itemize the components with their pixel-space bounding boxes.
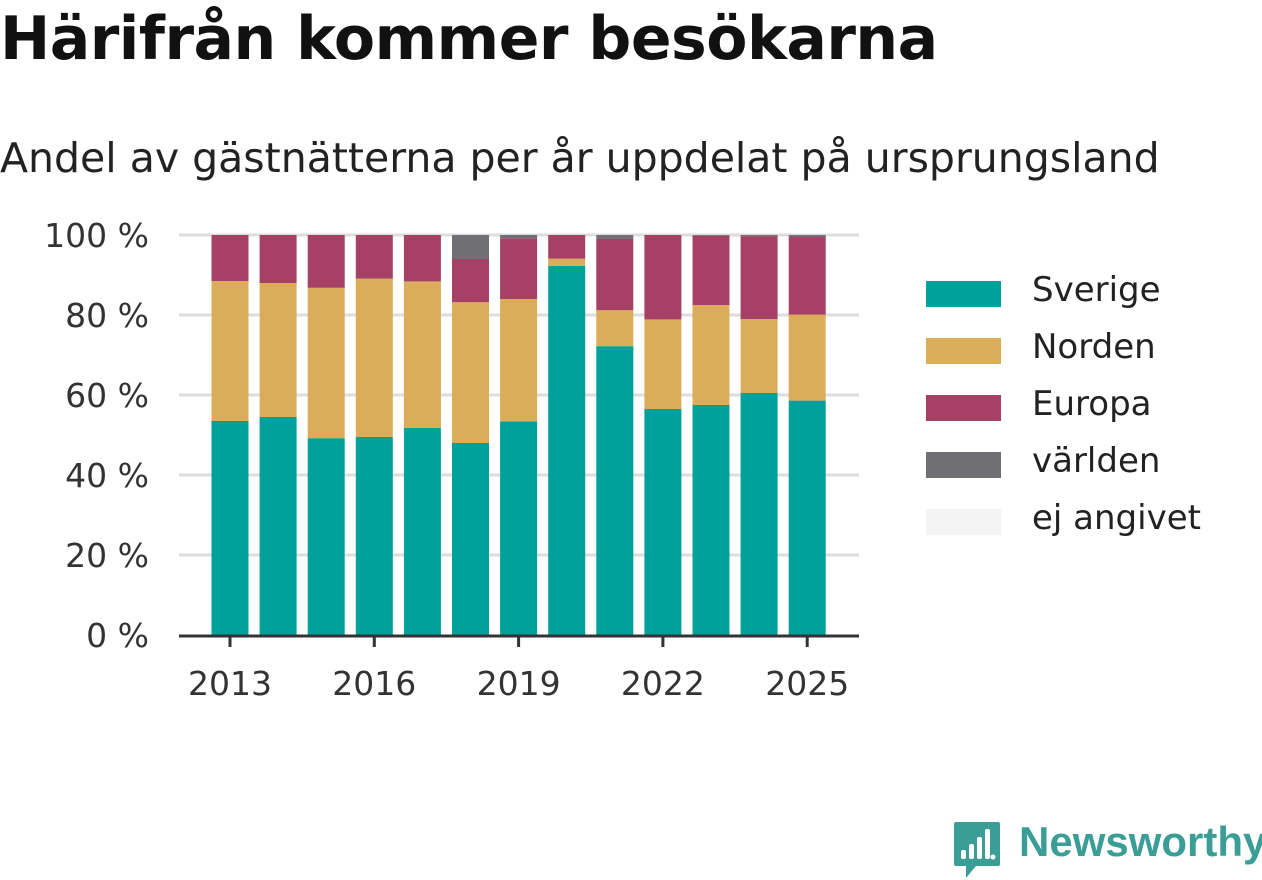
y-tick-label: 20 % [65,536,149,575]
bar-segment-sverige [355,437,393,635]
bar-segment-sverige [452,443,489,635]
bar-stack-2022 [644,235,682,635]
bar-segment-europa [740,236,778,319]
bar-segment-europa [644,235,682,320]
legend-swatch [926,395,1001,421]
bar-segment-europa [259,235,297,283]
bar-segment-sverige [307,438,345,635]
bar-segment-sverige [211,421,249,635]
legend-swatch [926,281,1001,307]
bar-segment-sverige [692,405,730,635]
bar-segment-v-rlden [692,235,730,236]
bar-segment-sverige [644,409,682,635]
bar-stack-2020 [548,235,586,635]
bar-segment-norden [211,281,249,421]
bar-stacks [211,235,826,635]
bar-segment-europa [355,235,393,279]
x-tick-label: 2013 [188,664,272,703]
x-tick-label: 2019 [477,664,561,703]
bar-segment-norden [355,278,393,437]
bar-segment-sverige [500,421,538,635]
bar-segment-europa [307,235,345,288]
x-tick-label: 2022 [621,664,705,703]
bar-stack-2021 [596,235,634,635]
x-tick-label: 2016 [332,664,416,703]
bar-segment-sverige [740,393,778,635]
y-tick-label: 60 % [65,376,149,415]
bar-segment-v-rlden [788,235,826,237]
bar-stack-2024 [740,235,778,635]
bar-segment-europa [500,238,538,299]
bar-segment-europa [548,235,586,259]
y-tick-label: 40 % [65,456,149,495]
bar-segment-europa [692,235,730,305]
y-tick-label: 100 % [44,216,149,255]
bar-segment-sverige [548,265,586,635]
bar-segment-sverige [788,400,826,635]
legend-label: ej angivet [1032,498,1201,538]
bar-segment-norden [452,302,489,443]
bar-segment-v-rlden [500,235,538,239]
bar-stack-2018 [452,235,489,635]
brand-name: Newsworthy [1019,818,1262,865]
bar-segment-europa [211,235,249,281]
legend-swatch [926,509,1001,535]
legend-swatch [926,452,1001,478]
bar-segment-europa [788,237,826,315]
axes: 0 % 20 % 40 % 60 % 80 % 100 % 2013 2016 2019 2022… [44,216,859,703]
y-tick-label: 0 % [86,616,149,655]
bar-segment-sverige [259,417,297,635]
bar-segment-norden [692,305,730,405]
newsworthy-logo-icon [954,822,1000,878]
bar-segment-v-rlden [596,235,634,239]
bar-segment-v-rlden [740,235,778,237]
bar-segment-v-rlden [452,235,489,259]
x-tick-label: 2025 [765,664,849,703]
bar-stack-2025 [788,235,826,635]
chart-title: Härifrån kommer besökarna [0,4,938,74]
bar-stack-2023 [692,235,730,635]
bar-stack-2013 [211,235,249,635]
bar-segment-europa [403,235,441,282]
bar-stack-2014 [259,235,297,635]
bar-segment-norden [548,258,586,266]
bar-segment-sverige [403,427,441,635]
bar-segment-norden [740,319,778,393]
bar-segment-sverige [596,346,634,635]
y-tick-label: 80 % [65,296,149,335]
bar-segment-europa [596,239,634,311]
bar-segment-norden [307,287,345,439]
legend-label: Sverige [1032,270,1161,310]
bar-segment-norden [403,281,441,428]
chart-subtitle: Andel av gästnätterna per år uppdelat på… [0,134,1160,182]
bar-segment-norden [259,283,297,417]
legend-label: Norden [1032,327,1156,367]
bar-segment-norden [788,314,826,401]
bar-segment-norden [500,299,538,422]
legend-swatch [926,338,1001,364]
bar-stack-2019 [500,235,538,635]
legend-label: världen [1032,441,1161,481]
bar-stack-2015 [307,235,345,635]
bar-segment-europa [452,259,489,303]
legend-label: Europa [1032,384,1152,424]
bar-stack-2016 [355,235,393,635]
bar-segment-norden [644,319,682,409]
bar-segment-norden [596,310,634,347]
bar-stack-2017 [403,235,441,635]
